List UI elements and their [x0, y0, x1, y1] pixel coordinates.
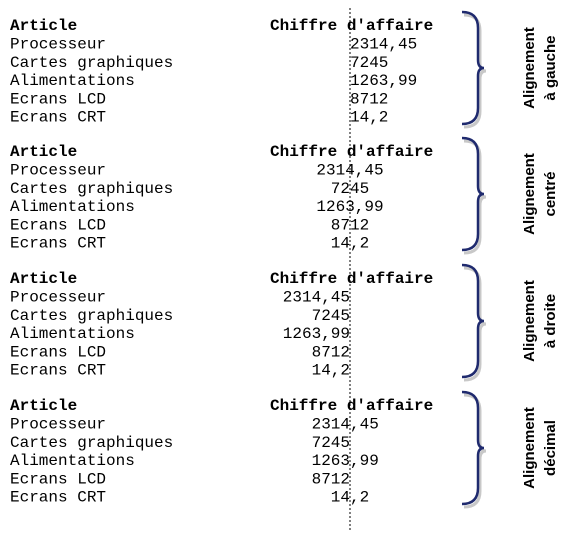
article-name: Processeur — [10, 416, 106, 434]
article-name: Cartes graphiques — [10, 307, 173, 325]
revenue-value: 14,2 — [350, 109, 388, 127]
brace-shadow — [463, 393, 487, 509]
article-name: Processeur — [10, 36, 106, 54]
revenue-value: 8712 — [331, 216, 369, 234]
alignment-label: Alignement — [521, 153, 538, 235]
revenue-value: 2314,45 — [316, 162, 383, 180]
revenue-value: 7245 — [312, 307, 350, 325]
article-name: Ecrans LCD — [10, 470, 106, 488]
revenue-value: 1263,99 — [350, 72, 417, 90]
article-name: Ecrans CRT — [10, 235, 106, 253]
header-article: Article — [10, 143, 77, 161]
revenue-value: 2314,45 — [350, 36, 417, 54]
header-revenue: Chiffre d'affaire — [270, 397, 433, 415]
revenue-value: 7245 — [331, 180, 369, 198]
article-name: Alimentations — [10, 72, 135, 90]
alignment-label: Alignement — [521, 407, 538, 489]
header-article: Article — [10, 17, 77, 35]
brace — [461, 10, 485, 126]
revenue-value: 7245 — [350, 54, 388, 72]
article-name: Ecrans LCD — [10, 343, 106, 361]
revenue-value: 8712 — [350, 90, 388, 108]
brace-shadow — [463, 266, 487, 382]
revenue-value: 1263,99 — [312, 452, 379, 470]
article-name: Processeur — [10, 162, 106, 180]
alignment-label: centré — [542, 171, 559, 216]
header-article: Article — [10, 397, 77, 415]
article-name: Alimentations — [10, 452, 135, 470]
revenue-value: 14,2 — [312, 362, 350, 380]
alignment-label: à droite — [542, 294, 559, 348]
brace — [461, 263, 485, 379]
brace-shadow — [463, 139, 487, 255]
article-name: Cartes graphiques — [10, 180, 173, 198]
revenue-value: 7245 — [312, 434, 350, 452]
header-revenue: Chiffre d'affaire — [270, 143, 433, 161]
article-name: Ecrans LCD — [10, 216, 106, 234]
alignment-label: décimal — [542, 420, 559, 476]
header-revenue: Chiffre d'affaire — [270, 17, 433, 35]
article-name: Processeur — [10, 289, 106, 307]
article-name: Ecrans CRT — [10, 489, 106, 507]
revenue-value: 8712 — [312, 343, 350, 361]
brace — [461, 136, 485, 252]
revenue-value: 2314,45 — [283, 289, 350, 307]
article-name: Cartes graphiques — [10, 54, 173, 72]
alignment-label: à gauche — [542, 35, 559, 100]
revenue-value: 14,2 — [331, 489, 369, 507]
header-revenue: Chiffre d'affaire — [270, 270, 433, 288]
article-name: Ecrans LCD — [10, 90, 106, 108]
revenue-value: 1263,99 — [316, 198, 383, 216]
article-name: Cartes graphiques — [10, 434, 173, 452]
article-name: Ecrans CRT — [10, 362, 106, 380]
article-name: Ecrans CRT — [10, 109, 106, 127]
alignment-label: Alignement — [521, 27, 538, 109]
brace-shadow — [463, 13, 487, 129]
revenue-value: 1263,99 — [283, 325, 350, 343]
brace — [461, 390, 485, 506]
alignment-label: Alignement — [521, 280, 538, 362]
revenue-value: 14,2 — [331, 235, 369, 253]
revenue-value: 2314,45 — [312, 416, 379, 434]
revenue-value: 8712 — [312, 470, 350, 488]
article-name: Alimentations — [10, 325, 135, 343]
article-name: Alimentations — [10, 198, 135, 216]
header-article: Article — [10, 270, 77, 288]
